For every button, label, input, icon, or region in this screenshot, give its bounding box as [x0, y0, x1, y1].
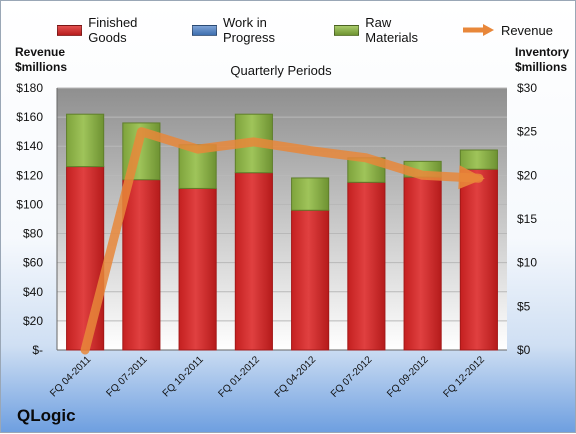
- x-tick-label: FQ 10-2011: [161, 354, 206, 399]
- legend: Finished Goods Work in Progress Raw Mate…: [57, 15, 575, 45]
- legend-arrow-revenue: [462, 24, 494, 36]
- bar-finished-goods: [459, 168, 498, 351]
- left-axis-title: Revenue $millions: [15, 45, 67, 75]
- legend-item-revenue: Revenue: [461, 15, 553, 45]
- left-tick-label: $160: [16, 110, 43, 124]
- left-axis-title-line2: $millions: [15, 60, 68, 74]
- revenue-line: [80, 127, 484, 355]
- bar-finished-goods: [178, 187, 217, 351]
- right-tick-label: $15: [517, 212, 537, 226]
- legend-item-finished-goods: Finished Goods: [57, 15, 170, 45]
- left-tick-label: $180: [16, 81, 43, 95]
- bar-finished-goods: [234, 172, 273, 351]
- right-tick-label: $0: [517, 343, 531, 357]
- left-tick-label: $60: [23, 256, 43, 270]
- legend-item-raw-materials: Raw Materials: [334, 15, 439, 45]
- left-tick-label: $80: [23, 227, 43, 241]
- legend-swatch-finished-goods: [57, 24, 83, 36]
- x-tick-label: FQ 01-2012: [216, 354, 262, 400]
- legend-item-work-in-progress: Work in Progress: [191, 15, 312, 45]
- bar-finished-goods: [291, 209, 330, 351]
- left-tick-label: $120: [16, 168, 43, 182]
- bar-raw-materials: [459, 149, 498, 170]
- revenue-arrowhead: [458, 165, 485, 190]
- right-tick-label: $5: [517, 299, 531, 313]
- x-tick-label: FQ 04-2012: [273, 354, 319, 400]
- legend-label-finished-goods: Finished Goods: [88, 15, 138, 45]
- bar-finished-goods: [347, 181, 386, 351]
- right-axis-title: Inventory $millions: [515, 45, 569, 75]
- brand-logo-text: QLogic: [17, 406, 76, 425]
- bar-raw-materials: [291, 177, 330, 211]
- x-tick-label: FQ 12-2012: [441, 354, 487, 400]
- left-tick-label: $20: [23, 314, 43, 328]
- bar-raw-materials: [66, 113, 105, 168]
- right-tick-label: $25: [517, 125, 537, 139]
- bar-finished-goods: [403, 176, 442, 351]
- chart-subtitle: Quarterly Periods: [230, 63, 332, 78]
- right-tick-label: $30: [517, 81, 537, 95]
- legend-swatch-raw-materials: [334, 24, 360, 36]
- legend-swatch-work-in-progress: [191, 24, 218, 36]
- left-tick-label: $40: [23, 285, 43, 299]
- x-tick-label: FQ 07-2012: [329, 354, 375, 400]
- right-axis-title-line2: $millions: [515, 60, 568, 74]
- bar-finished-goods: [66, 166, 105, 351]
- right-axis-title-line1: Inventory: [515, 45, 570, 59]
- left-tick-label: $100: [16, 197, 43, 211]
- left-tick-label: $140: [16, 139, 43, 153]
- legend-label-work-in-progress: Work in Progress: [223, 15, 276, 45]
- x-tick-label: FQ 09-2012: [385, 354, 431, 400]
- x-tick-label: FQ 07-2011: [105, 354, 150, 399]
- legend-label-raw-materials: Raw Materials: [365, 15, 419, 45]
- bar-finished-goods: [122, 179, 161, 351]
- left-axis-title-line1: Revenue: [15, 45, 66, 59]
- right-tick-label: $10: [517, 256, 537, 270]
- x-tick-label: FQ 04-2011: [48, 354, 93, 399]
- left-tick-label: $-: [32, 343, 43, 357]
- legend-label-revenue: Revenue: [500, 22, 553, 38]
- right-tick-label: $20: [517, 168, 537, 182]
